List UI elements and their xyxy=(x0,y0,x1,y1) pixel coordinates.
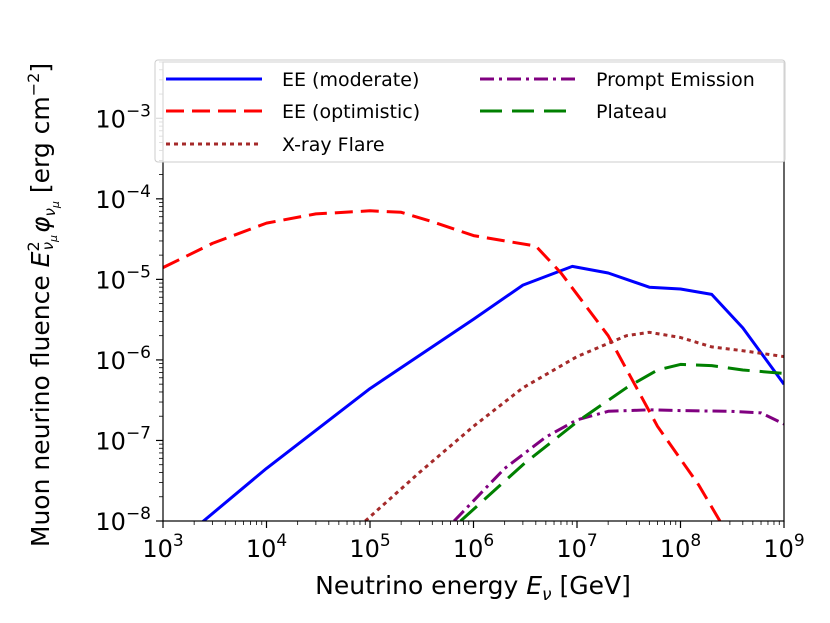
series-line-1 xyxy=(163,209,722,521)
legend: EE (moderate) EE (optimistic) X-ray Flare P… xyxy=(154,59,786,163)
series-line-4 xyxy=(459,362,784,521)
y-tick-label: 10−3 xyxy=(95,101,151,133)
x-tick-label: 107 xyxy=(556,531,597,563)
legend-label-4: Plateau xyxy=(596,101,667,123)
y-tick-label: 10−4 xyxy=(95,182,151,214)
y-tick-label: 10−7 xyxy=(95,423,151,455)
x-axis: 103 104 105 106 107 108 109 xyxy=(142,521,805,563)
y-tick-label: 10−6 xyxy=(95,343,151,375)
legend-label-0: EE (moderate) xyxy=(282,69,419,91)
x-tick-label: 108 xyxy=(660,531,701,563)
x-tick-label: 105 xyxy=(349,531,390,563)
x-tick-label: 104 xyxy=(246,531,287,563)
x-tick-label: 106 xyxy=(453,531,494,563)
x-tick-label: 109 xyxy=(763,531,804,563)
series-layer xyxy=(163,209,784,521)
legend-box xyxy=(154,59,786,163)
y-axis-label: Muon neurino fluence E2νμφνμ [erg cm−2] xyxy=(24,63,62,547)
x-axis-label: Neutrino energy Eν [GeV] xyxy=(315,571,631,605)
legend-label-3: Prompt Emission xyxy=(596,69,755,91)
y-axis: 10−8 10−7 10−6 10−5 10−4 10−3 xyxy=(95,61,163,536)
x-tick-label: 103 xyxy=(142,531,183,563)
series-line-0 xyxy=(201,264,784,521)
y-tick-label: 10−8 xyxy=(95,504,151,536)
legend-label-2: X-ray Flare xyxy=(282,134,385,156)
y-tick-label: 10−5 xyxy=(95,262,151,294)
legend-label-1: EE (optimistic) xyxy=(282,101,420,123)
series-line-3 xyxy=(453,408,784,521)
series-line-2 xyxy=(364,330,784,521)
